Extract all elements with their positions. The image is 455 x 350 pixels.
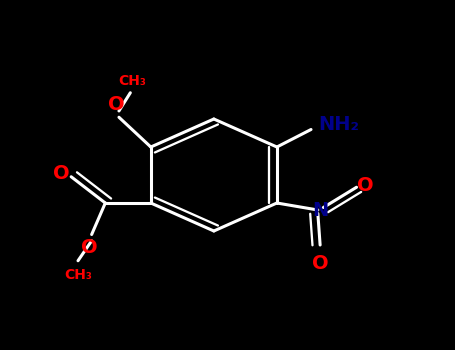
Text: O: O xyxy=(81,238,98,257)
Text: CH₃: CH₃ xyxy=(119,74,147,88)
Text: CH₃: CH₃ xyxy=(64,268,92,282)
Text: O: O xyxy=(53,164,70,183)
Text: O: O xyxy=(312,254,329,273)
Text: NH₂: NH₂ xyxy=(318,115,359,134)
Text: O: O xyxy=(357,176,374,195)
Text: N: N xyxy=(312,201,328,219)
Text: O: O xyxy=(108,96,125,114)
